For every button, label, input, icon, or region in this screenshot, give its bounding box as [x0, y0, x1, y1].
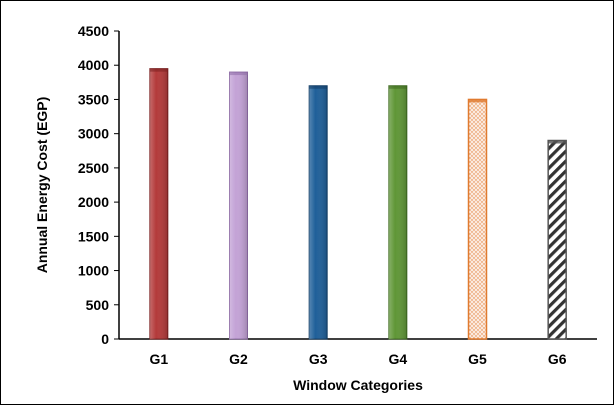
- y-tick-label-4: 2000: [78, 194, 109, 210]
- y-tick-label-9: 4500: [78, 23, 109, 39]
- x-axis-ticks: G1 G2 G3 G4 G5 G6: [149, 351, 566, 367]
- bar-g5: [467, 98, 488, 340]
- x-tick-label-g2: G2: [229, 351, 248, 367]
- bar-shading-g3: [309, 85, 328, 339]
- y-axis-title: Annual Energy Cost (EGP): [34, 97, 50, 274]
- bar-cap-g3: [309, 85, 328, 89]
- x-tick-label-g1: G1: [149, 351, 168, 367]
- bar-shading-g4: [388, 85, 407, 339]
- y-tick-label-2: 1000: [78, 263, 109, 279]
- y-tick-label-3: 1500: [78, 228, 109, 244]
- x-axis-title: Window Categories: [293, 377, 423, 393]
- bar-g6: [547, 139, 567, 340]
- y-tick-label-1: 500: [86, 297, 110, 313]
- bar-shading-g1: [149, 68, 168, 340]
- bar-cap-g6: [548, 140, 567, 144]
- bar-cap-g5: [468, 99, 487, 103]
- x-tick-label-g4: G4: [388, 351, 407, 367]
- bars-group: [149, 68, 567, 340]
- bar-shading-g2: [229, 72, 248, 340]
- x-tick-label-g6: G6: [548, 351, 567, 367]
- y-tick-label-5: 2500: [78, 160, 109, 176]
- y-tick-label-0: 0: [101, 331, 109, 347]
- y-tick-label-6: 3000: [78, 126, 109, 142]
- x-tick-label-g5: G5: [468, 351, 487, 367]
- bar-cap-g1: [149, 68, 168, 72]
- y-tick-label-7: 3500: [78, 91, 109, 107]
- y-tick-label-8: 4000: [78, 57, 109, 73]
- y-axis-ticks: 0 500 1000 1500 2000 2500 3000 3500 4000 4500: [78, 23, 119, 347]
- x-tick-label-g3: G3: [309, 351, 328, 367]
- bar-cap-g4: [388, 85, 407, 89]
- bar-cap-g2: [229, 72, 248, 76]
